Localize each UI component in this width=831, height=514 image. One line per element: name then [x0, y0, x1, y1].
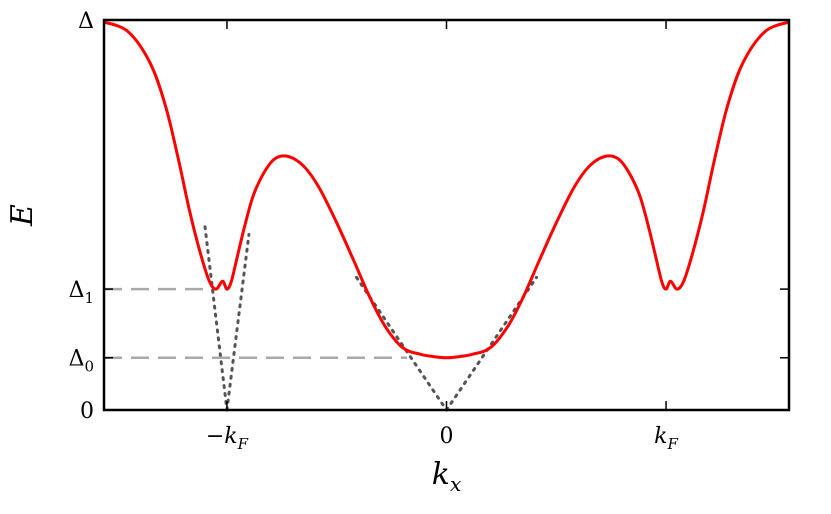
dispersion-curve: [103, 20, 790, 360]
x-tick-label-0: −kF: [206, 424, 249, 453]
y-tick-label-1: Δ0: [69, 347, 94, 376]
dotted-asymptote-line-3: [445, 275, 539, 412]
axes-frame: [102, 18, 791, 412]
y-tick-label-0: 0: [80, 399, 94, 424]
x-axis-label: kx: [432, 457, 461, 496]
y-tick-label-3: Δ: [78, 9, 94, 34]
x-tick-label-2: kF: [654, 424, 678, 453]
x-tick-label-1: 0: [440, 424, 454, 449]
dotted-asymptote-line-0: [203, 225, 229, 412]
y-axis-label: E: [5, 204, 40, 227]
y-tick-label-2: Δ1: [69, 278, 94, 307]
dotted-asymptote-line-1: [225, 233, 251, 412]
